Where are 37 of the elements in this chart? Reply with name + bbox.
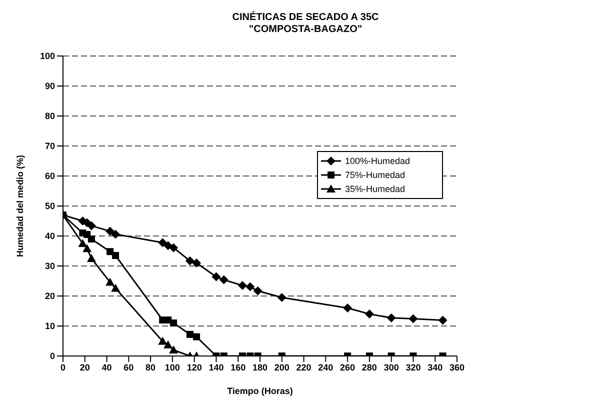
legend-label: 75%-Humedad <box>345 169 406 182</box>
chart-title: CINÉTICAS DE SECADO A 35C <box>231 12 380 24</box>
x-tick-label: 280 <box>362 362 377 372</box>
x-tick-label: 0 <box>60 362 66 372</box>
x-tick-label: 340 <box>428 362 443 372</box>
x-tick-label: 360 <box>449 362 465 372</box>
x-tick-label: 100 <box>164 362 180 372</box>
legend-label: 35%-Humedad <box>345 183 406 196</box>
x-tick-label: 20 <box>80 362 90 372</box>
x-tick-label: 120 <box>186 362 202 372</box>
y-tick-label: 50 <box>44 201 55 212</box>
x-tick-label: 220 <box>296 362 312 372</box>
x-tick-label: 200 <box>274 362 290 372</box>
chart-subtitle: "COMPOSTA-BAGAZO" <box>248 24 364 36</box>
y-tick-label: 0 <box>50 351 55 362</box>
x-tick-label: 60 <box>124 362 134 372</box>
x-tick-label: 80 <box>146 362 156 372</box>
y-tick-label: 70 <box>44 141 55 152</box>
x-tick-label: 320 <box>406 362 421 372</box>
y-tick-label: 10 <box>44 321 55 332</box>
x-tick-label: 180 <box>252 362 268 372</box>
legend-label: 100%-Humedad <box>345 155 410 168</box>
x-tick-label: 40 <box>102 362 112 372</box>
x-tick-label: 240 <box>318 362 334 372</box>
y-tick-label: 100 <box>40 51 55 62</box>
x-tick-label: 300 <box>384 362 399 372</box>
y-tick-label: 90 <box>44 81 55 92</box>
y-tick-label: 40 <box>44 231 55 242</box>
y-tick-label: 80 <box>44 111 55 122</box>
y-axis-title: Humedad del medio (%) <box>15 154 26 258</box>
x-axis-title: Tiempo (Horas) <box>227 386 293 396</box>
x-tick-label: 260 <box>340 362 356 372</box>
y-tick-label: 20 <box>44 291 55 302</box>
x-tick-label: 160 <box>230 362 246 372</box>
y-tick-label: 30 <box>44 261 55 272</box>
x-tick-label: 140 <box>208 362 224 372</box>
y-tick-label: 60 <box>44 171 55 182</box>
